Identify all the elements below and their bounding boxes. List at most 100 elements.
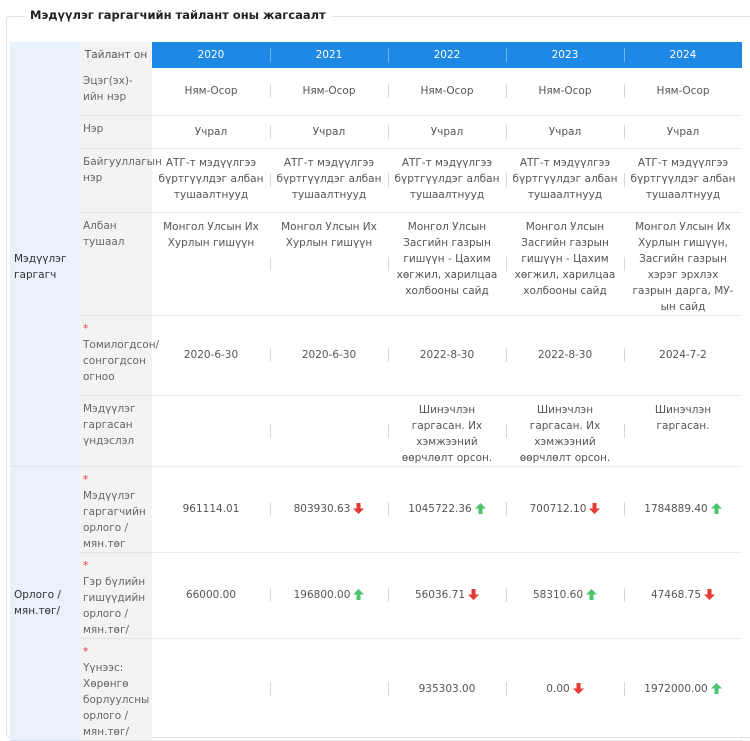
trend-down-icon (353, 503, 365, 514)
cell-text: 2020-6-30 (183, 349, 239, 361)
table-row: * Томилогдсон/ сонгогдсон огноо 2020-6-30 2… (10, 315, 742, 396)
value-cell: АТГ-т мэдүүлгээ бүртгүүлдэг албан тушаал… (152, 148, 270, 213)
cell-text: 56036.71 (414, 589, 466, 601)
group-label: Орлого / мян.төг/ (10, 466, 80, 741)
value-cell: 1045722.36 (388, 466, 506, 553)
value-cell: Учрал (506, 115, 624, 149)
cell-text: Монгол Улсын Засгийн газрын гишүүн - Цах… (514, 220, 616, 297)
value-cell: 47468.75 (624, 552, 742, 639)
arrow (589, 503, 601, 514)
row-label-text: Нэр (83, 122, 104, 135)
cell-text: Шинэчлэн гаргасан. Их хэмжээний өөрчлөлт… (401, 403, 493, 464)
value-cell: Учрал (624, 115, 742, 149)
table-row: Байгууллагын нэр АТГ-т мэдүүлгээ бүртгүүл… (10, 148, 742, 213)
cell-text: Монгол Улсын Засгийн газрын гишүүн - Цах… (396, 220, 498, 297)
trend-up-icon (710, 503, 722, 514)
cell-text: Ням-Осор (184, 85, 238, 98)
cell-text: АТГ-т мэдүүлгээ бүртгүүлдэг албан тушаал… (394, 156, 500, 201)
table-row: * Үүнээс: Хөрөнгө борлуулсны орлого / мян… (10, 638, 742, 741)
header-label: Тайлант он (80, 42, 152, 68)
value-cell: 2020-6-30 (270, 315, 388, 396)
year-header: 2021 (270, 42, 388, 68)
trend-up-icon (353, 589, 365, 600)
value-cell: 2020-6-30 (152, 315, 270, 396)
value-cell: АТГ-т мэдүүлгээ бүртгүүлдэг албан тушаал… (270, 148, 388, 213)
arrow (710, 683, 722, 694)
row-label-text: Томилогдсон/ сонгогдсон огноо (83, 338, 160, 383)
cell-text: 47468.75 (650, 589, 702, 601)
value-cell: Монгол Улсын Их Хурлын гишүүн (152, 212, 270, 316)
cell-text: 66000.00 (185, 589, 237, 601)
table-row: * Гэр бүлийн гишүүдийн орлого / мян.төг/6… (10, 552, 742, 639)
value-cell: 2022-8-30 (506, 315, 624, 396)
trend-down-icon (704, 589, 716, 600)
cell-text: 196800.00 (293, 589, 351, 601)
table-row: Мэдүүлэг гаргагч Эцэг(эх)-ийн нэр Ням-Осор… (10, 68, 742, 467)
cell-text: Ням-Осор (538, 85, 592, 98)
value-cell: 700712.10 (506, 466, 624, 553)
arrow (710, 503, 722, 514)
cell-text: 2022-8-30 (419, 349, 475, 361)
value-cell: 56036.71 (388, 552, 506, 639)
cell-text: Учрал (666, 125, 700, 138)
row-label-text: Гэр бүлийн гишүүдийн орлого / мян.төг/ (83, 575, 146, 636)
cell-text: 2024-7-2 (659, 349, 707, 361)
value-cell: Монгол Улсын Их Хурлын гишүүн (270, 212, 388, 316)
cell-text: 1972000.00 (644, 683, 708, 695)
row-label: Эцэг(эх)-ийн нэр (80, 68, 152, 116)
value-cell: Ням-Осор (152, 68, 270, 116)
value-cell: 58310.60 (506, 552, 624, 639)
row-label: Мэдүүлэг гаргасан үндэслэл (80, 395, 152, 467)
row-label: * Гэр бүлийн гишүүдийн орлого / мян.төг/ (80, 552, 152, 639)
row-label: Нэр (80, 115, 152, 149)
value-cell: АТГ-т мэдүүлгээ бүртгүүлдэг албан тушаал… (388, 148, 506, 213)
value-cell: Шинэчлэн гаргасан. Их хэмжээний өөрчлөлт… (388, 395, 506, 467)
value-cell: Шинэчлэн гаргасан. Их хэмжээний өөрчлөлт… (506, 395, 624, 467)
cell-text: 935303.00 (418, 683, 476, 695)
year-header: 2020 (152, 42, 270, 68)
row-label: * Мэдүүлэг гаргагчийн орлого / мян.төг (80, 466, 152, 553)
trend-down-icon (589, 503, 601, 514)
value-cell: 66000.00 (152, 552, 270, 639)
group-label: Мэдүүлэг гаргагч (10, 68, 80, 467)
row-label-text: Эцэг(эх)-ийн нэр (83, 75, 133, 103)
required-mark: * (83, 645, 89, 658)
required-mark: * (83, 322, 89, 335)
value-cell (152, 638, 270, 741)
cell-text: АТГ-т мэдүүлгээ бүртгүүлдэг албан тушаал… (630, 156, 736, 201)
row-label: * Томилогдсон/ сонгогдсон огноо (80, 315, 159, 396)
cell-text: АТГ-т мэдүүлгээ бүртгүүлдэг албан тушаал… (158, 156, 264, 201)
row-label: Албан тушаал (80, 212, 152, 316)
cell-text: 961114.01 (182, 503, 240, 515)
value-cell: АТГ-т мэдүүлгээ бүртгүүлдэг албан тушаал… (624, 148, 742, 213)
cell-text: Монгол Улсын Их Хурлын гишүүн (281, 220, 377, 249)
value-cell: 196800.00 (270, 552, 388, 639)
declaration-table: Тайлант он 2020 2021 2022 2023 2024 Мэдүүлэг г… (10, 42, 742, 741)
cell-text: Шинэчлэн гаргасан. Их хэмжээний өөрчлөлт… (519, 403, 611, 464)
cell-text: Ням-Осор (656, 85, 710, 98)
value-cell: 803930.63 (270, 466, 388, 553)
table-row: Мэдүүлэг гаргасан үндэслэл Шинэчлэн гарга… (10, 395, 742, 467)
value-cell: Учрал (388, 115, 506, 149)
year-header: 2024 (624, 42, 742, 68)
cell-text: 1784889.40 (644, 503, 708, 515)
cell-text: 2020-6-30 (301, 349, 357, 361)
row-label-text: Үүнээс: Хөрөнгө борлуулсны орлого / мян.… (83, 661, 150, 738)
row-label-text: Албан тушаал (83, 219, 125, 248)
trend-up-icon (474, 503, 486, 514)
cell-text: 700712.10 (529, 503, 587, 515)
cell-text: 803930.63 (293, 503, 351, 515)
trend-up-icon (586, 589, 598, 600)
value-cell: 935303.00 (388, 638, 506, 741)
value-cell: Ням-Осор (506, 68, 624, 116)
row-label-text: Мэдүүлэг гаргасан үндэслэл (83, 402, 136, 447)
cell-text: Ням-Осор (420, 85, 474, 98)
trend-down-icon (572, 683, 584, 694)
cell-text: Шинэчлэн гаргасан. (654, 403, 712, 432)
value-cell: 1784889.40 (624, 466, 742, 553)
row-label-text: Байгууллагын нэр (83, 155, 162, 184)
arrow (353, 589, 365, 600)
value-cell (152, 395, 270, 467)
arrow (572, 683, 584, 694)
trend-down-icon (468, 589, 480, 600)
